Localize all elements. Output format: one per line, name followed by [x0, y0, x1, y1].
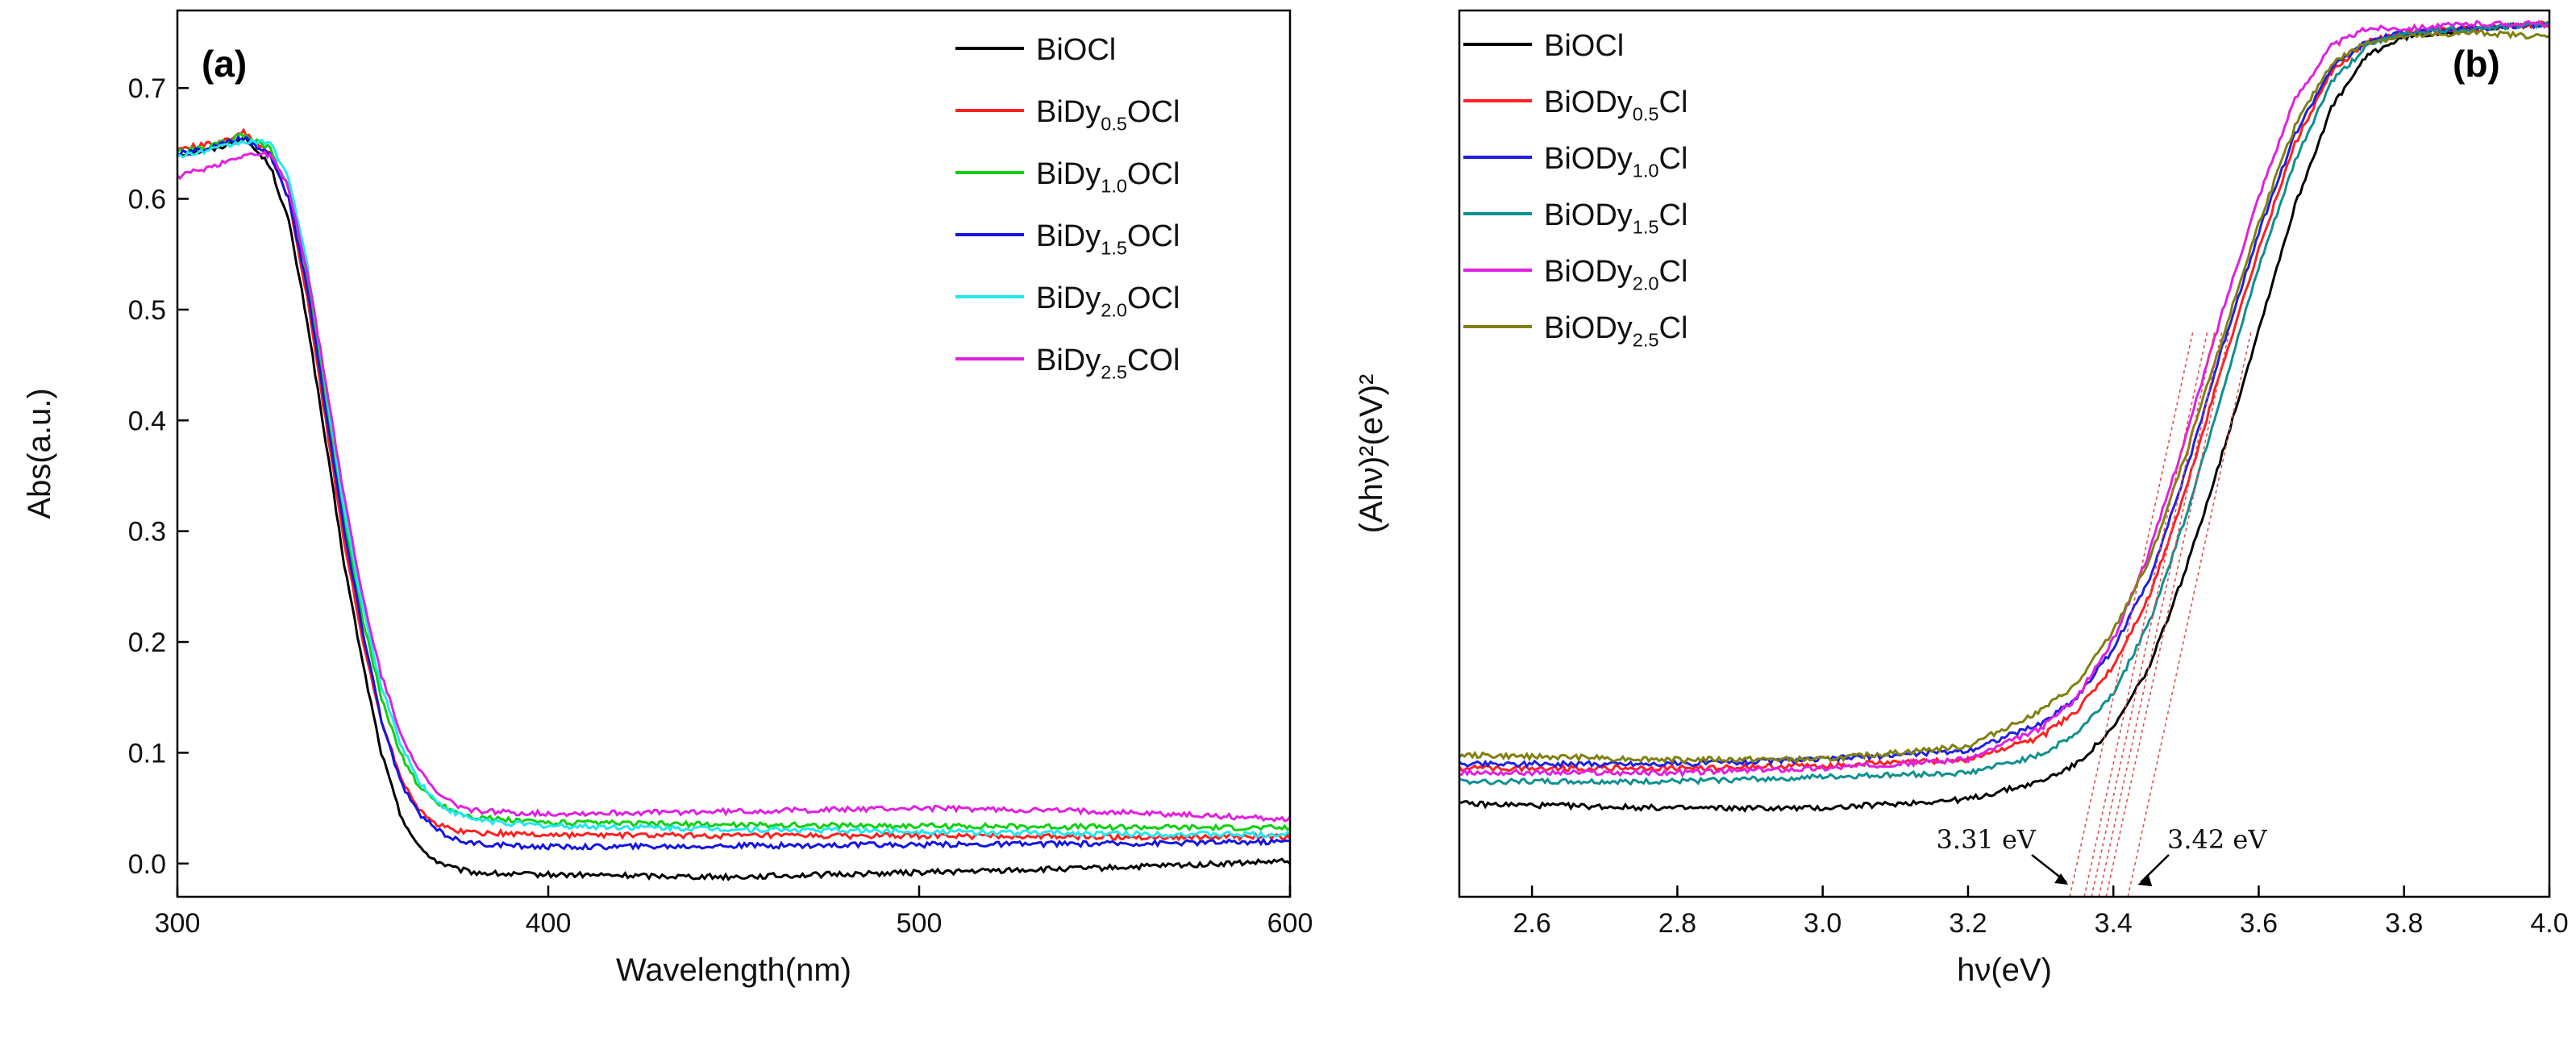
legend-label-BiODy2.0Cl: BiODy2.0Cl	[1544, 255, 1688, 294]
y-tick-label: 0.3	[128, 517, 166, 548]
x-tick-label: 3.8	[2385, 908, 2423, 939]
x-tick-label: 3.6	[2240, 908, 2278, 939]
x-tick-label: 400	[526, 908, 572, 939]
legend-label-BiOCl: BiOCl	[1544, 29, 1624, 63]
x-tick-label: 3.4	[2095, 908, 2133, 939]
series-line-BiDy1.5OCl	[177, 135, 1290, 851]
annotation-label: 3.42 eV	[2167, 824, 2267, 855]
x-tick-label: 3.2	[1949, 908, 1987, 939]
annotation-label: 3.31 eV	[1937, 824, 2037, 855]
x-tick-label: 4.0	[2530, 908, 2568, 939]
y-tick-label: 0.1	[128, 738, 166, 769]
x-tick-label: 600	[1267, 908, 1313, 939]
series-line-BiODy1.5Cl	[1459, 19, 2549, 786]
panel-a: 300 400 500 600 0.0 0.1 0.2 0.3 0.4 0.5 0.6 0.7 Wave…	[22, 9, 1313, 988]
tangent-line-3	[2098, 329, 2224, 898]
plot-frame	[176, 9, 1292, 898]
y-tick-label: 0.0	[128, 849, 166, 880]
panel-label: (b)	[2453, 43, 2500, 85]
series-line-BiODy2.5Cl	[1459, 28, 2549, 765]
x-axis-label: Wavelength(nm)	[616, 952, 851, 988]
legend-label-BiDy0.5OCl: BiDy0.5OCl	[1036, 95, 1180, 135]
y-axis-label: Abs(a.u.)	[22, 388, 57, 519]
series-line-BiOCl	[1459, 20, 2549, 813]
y-tick-label: 0.4	[128, 406, 166, 436]
x-tick-label: 300	[155, 908, 201, 939]
series-group	[1459, 19, 2549, 813]
legend-label-BiDy1.5OCl: BiDy1.5OCl	[1036, 219, 1180, 259]
legend-label-BiODy2.5Cl: BiODy2.5Cl	[1544, 311, 1688, 351]
legend: BiOCl BiODy0.5Cl BiODy1.0Cl BiODy1.5Cl BiODy…	[1463, 29, 1688, 351]
y-tick-label: 0.5	[128, 295, 166, 326]
plot-frame	[1458, 9, 2551, 898]
legend: BiOCl BiDy0.5OCl BiDy1.0OCl BiDy1.5OCl BiDy2…	[955, 33, 1180, 383]
x-tick-label: 2.8	[1658, 908, 1696, 939]
panel-label: (a)	[202, 43, 247, 85]
y-tick-label: 0.6	[128, 185, 166, 215]
x-tick-label: 500	[897, 908, 943, 939]
x-tick-label: 2.6	[1513, 908, 1551, 939]
legend-label-BiODy0.5Cl: BiODy0.5Cl	[1544, 85, 1688, 125]
series-group	[177, 127, 1290, 881]
legend-label-BiDy1.0OCl: BiDy1.0OCl	[1036, 157, 1180, 197]
legend-label-BiODy1.0Cl: BiODy1.0Cl	[1544, 142, 1688, 181]
series-line-BiDy0.5OCl	[177, 127, 1290, 842]
x-axis-label: hν(eV)	[1957, 952, 2052, 988]
series-line-BiDy1.0OCl	[177, 132, 1290, 832]
annotation-arrow	[2140, 854, 2170, 883]
legend-label-BiDy2.5COl: BiDy2.5COl	[1036, 344, 1180, 383]
series-line-BiOCl	[177, 134, 1290, 881]
legend-label-BiODy1.5Cl: BiODy1.5Cl	[1544, 198, 1688, 238]
legend-label-BiDy2.0OCl: BiDy2.0OCl	[1036, 281, 1180, 321]
panel-b: 2.6 2.8 3.0 3.2 3.4 3.6 3.8 4.0 hν(eV) (Ahν)²(eV)…	[1354, 9, 2569, 988]
x-tick-label: 3.0	[1804, 908, 1841, 939]
series-line-BiODy2.0Cl	[1459, 19, 2549, 778]
legend-label-BiOCl: BiOCl	[1036, 33, 1116, 67]
series-line-BiDy2.5COl	[177, 150, 1290, 823]
annotation-arrowhead	[2137, 876, 2153, 886]
series-line-BiODy0.5Cl	[1459, 20, 2549, 773]
annotation-arrowhead	[2054, 873, 2069, 885]
y-tick-label: 0.2	[128, 627, 166, 658]
series-line-BiDy2.0OCl	[177, 138, 1290, 840]
y-tick-label: 0.7	[128, 73, 166, 104]
y-axis-label: (Ahν)²(eV)²	[1354, 374, 1389, 534]
series-line-BiODy1.0Cl	[1459, 21, 2549, 769]
